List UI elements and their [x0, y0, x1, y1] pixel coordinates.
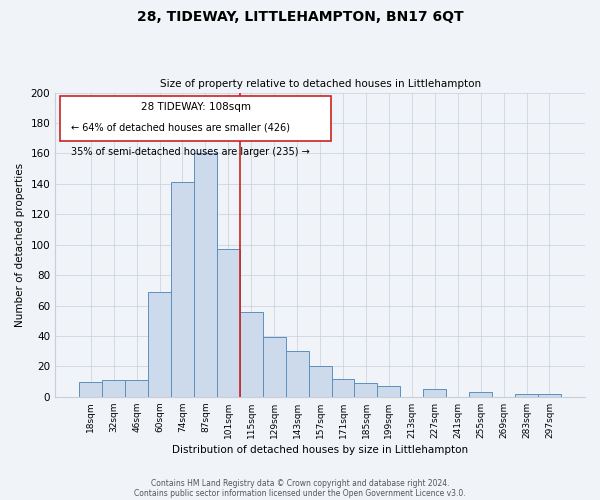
Bar [79, 382, 102, 397]
Bar [423, 389, 446, 397]
Bar [332, 378, 355, 397]
Text: 35% of semi-detached houses are larger (235) →: 35% of semi-detached houses are larger (… [71, 148, 310, 158]
Text: 28, TIDEWAY, LITTLEHAMPTON, BN17 6QT: 28, TIDEWAY, LITTLEHAMPTON, BN17 6QT [137, 10, 463, 24]
Bar [377, 386, 400, 397]
Bar [240, 312, 263, 397]
Bar [538, 394, 561, 397]
Y-axis label: Number of detached properties: Number of detached properties [15, 162, 25, 326]
Bar [469, 392, 492, 397]
Bar [194, 154, 217, 397]
Bar [286, 351, 308, 397]
Text: 28 TIDEWAY: 108sqm: 28 TIDEWAY: 108sqm [140, 102, 251, 112]
Bar [515, 394, 538, 397]
Bar [263, 338, 286, 397]
Bar [308, 366, 332, 397]
X-axis label: Distribution of detached houses by size in Littlehampton: Distribution of detached houses by size … [172, 445, 468, 455]
Title: Size of property relative to detached houses in Littlehampton: Size of property relative to detached ho… [160, 79, 481, 89]
Text: Contains public sector information licensed under the Open Government Licence v3: Contains public sector information licen… [134, 488, 466, 498]
Bar [148, 292, 171, 397]
Bar [125, 380, 148, 397]
FancyBboxPatch shape [61, 96, 331, 141]
Bar [171, 182, 194, 397]
Bar [102, 380, 125, 397]
Text: Contains HM Land Registry data © Crown copyright and database right 2024.: Contains HM Land Registry data © Crown c… [151, 478, 449, 488]
Text: ← 64% of detached houses are smaller (426): ← 64% of detached houses are smaller (42… [71, 123, 290, 133]
Bar [217, 250, 240, 397]
Bar [355, 383, 377, 397]
